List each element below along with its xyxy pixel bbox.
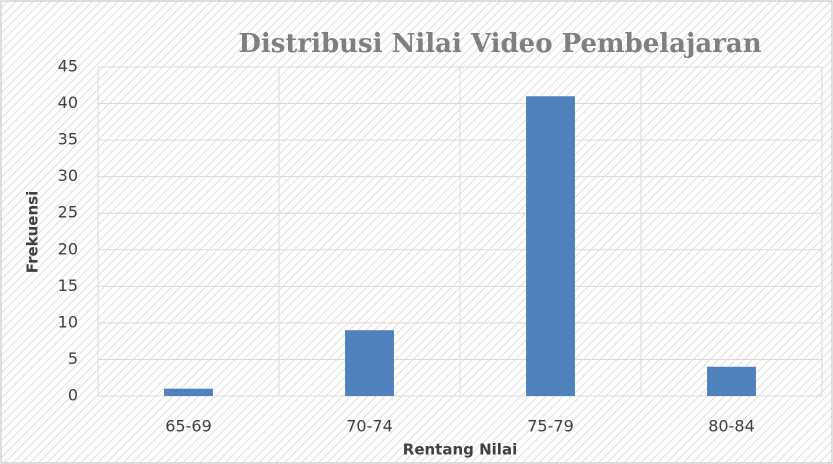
y-axis-label: Frekuensi <box>24 191 42 273</box>
chart-title: Distribusi Nilai Video Pembelajaran <box>238 29 761 59</box>
y-tick-label: 10 <box>58 312 78 331</box>
y-tick-label: 5 <box>68 349 78 368</box>
x-tick-label: 75-79 <box>527 417 574 436</box>
x-tick-label: 65-69 <box>165 417 212 436</box>
y-tick-label: 40 <box>58 93 78 112</box>
bar <box>707 366 756 396</box>
x-tick-label: 70-74 <box>346 417 393 436</box>
y-tick-label: 30 <box>58 166 78 185</box>
bar <box>345 330 394 396</box>
x-tick-label: 80-84 <box>708 417 755 436</box>
y-tick-label: 15 <box>58 276 78 295</box>
y-tick-label: 25 <box>58 203 78 222</box>
bar <box>526 96 575 396</box>
y-tick-label: 45 <box>58 57 78 76</box>
y-tick-label: 20 <box>58 239 78 258</box>
bar <box>164 388 213 396</box>
x-axis-label: Rentang Nilai <box>403 441 517 459</box>
y-tick-label: 35 <box>58 130 78 149</box>
y-tick-label: 0 <box>68 386 78 405</box>
